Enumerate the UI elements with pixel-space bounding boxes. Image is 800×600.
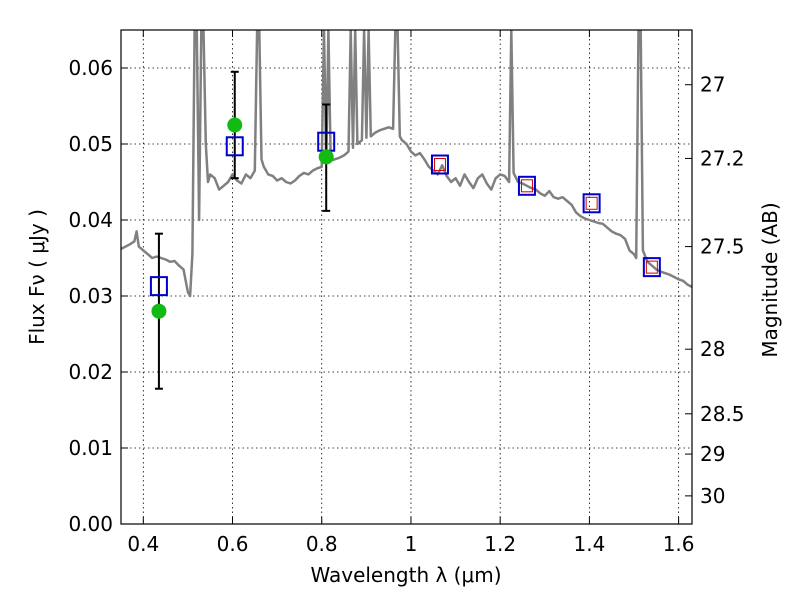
y-axis-right-label: Magnitude (AB) xyxy=(758,202,782,357)
small-photometry-square xyxy=(520,179,533,193)
y-tick-label: 0.05 xyxy=(68,132,113,156)
model-photometry-square xyxy=(517,175,536,196)
x-axis-label: Wavelength λ (μm) xyxy=(310,563,501,587)
observed-flux-point xyxy=(151,303,167,319)
model-photometry-square xyxy=(582,193,601,214)
axis-ticks: 0.4 0.6 0.8 1 1.2 1.4 1.6 0.00 0.01 0.02 0.03 0.04 0… xyxy=(68,30,745,556)
right-tick-label: 27.5 xyxy=(700,235,745,259)
y-tick-label: 0.06 xyxy=(68,56,113,80)
axes-frame xyxy=(120,29,693,525)
small-photometry-square xyxy=(585,196,598,210)
y-axis-label: Flux Fν ( μJy ) xyxy=(25,209,49,345)
model-photometry-square xyxy=(642,257,661,278)
x-tick-label: 0.6 xyxy=(217,532,249,556)
x-tick-label: 0.8 xyxy=(306,532,338,556)
model-spectrum-line xyxy=(121,30,692,298)
model-photometry-square xyxy=(225,136,244,157)
y-tick-label: 0.00 xyxy=(68,512,113,536)
plot-area xyxy=(121,30,692,298)
model-photometry-square xyxy=(430,154,449,175)
y-tick-label: 0.01 xyxy=(68,436,113,460)
model-photometry-square xyxy=(149,276,168,297)
observed-flux-point xyxy=(227,117,243,133)
y-tick-label: 0.04 xyxy=(68,208,113,232)
x-tick-label: 0.4 xyxy=(127,532,159,556)
small-photometry-square xyxy=(433,158,446,172)
right-tick-label: 27.2 xyxy=(700,146,745,170)
y-tick-label: 0.02 xyxy=(68,360,113,384)
right-tick-label: 29 xyxy=(700,442,725,466)
right-tick-label: 27 xyxy=(700,73,725,97)
x-tick-label: 1.4 xyxy=(573,532,605,556)
markers-layer xyxy=(149,70,661,390)
x-tick-label: 1 xyxy=(405,532,418,556)
right-tick-label: 30 xyxy=(700,484,725,508)
small-photometry-square xyxy=(645,260,658,274)
x-tick-label: 1.2 xyxy=(484,532,516,556)
x-tick-label: 1.6 xyxy=(663,532,695,556)
right-tick-label: 28.5 xyxy=(700,402,745,426)
observed-flux-point xyxy=(318,149,334,165)
right-tick-label: 28 xyxy=(700,337,725,361)
y-tick-label: 0.03 xyxy=(68,284,113,308)
